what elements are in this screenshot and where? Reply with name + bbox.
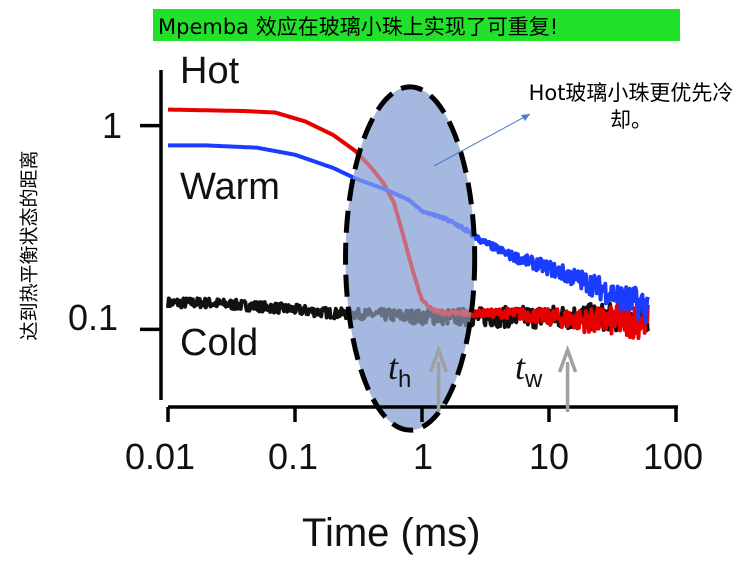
y-tick-label-1: 1 (102, 105, 123, 146)
banner-text: Mpemba 效应在玻璃小珠上实现了可重复! (158, 15, 559, 39)
highlight-ellipse-overlay (345, 86, 475, 431)
annotation-arrow-head (521, 114, 530, 121)
marker-arrow-head-t_h (428, 344, 449, 373)
series-label-hot: Hot (180, 50, 240, 92)
series-label-cold: Cold (180, 322, 259, 364)
highlight-ellipse-outline (343, 84, 478, 433)
marker-label-t-w: tw (515, 347, 543, 393)
marker-label-t-h: th (388, 347, 412, 393)
marker-arrow-head-t_w (557, 344, 578, 373)
x-axis-label: Time (ms) (302, 511, 481, 555)
annotation-text: Hot玻璃小珠更优先冷却。 (528, 81, 734, 132)
y-tick-label-0.1: 0.1 (68, 297, 119, 338)
x-tick-label-0.1: 0.1 (268, 436, 319, 477)
y-axis-label: 达到热平衡状态的距离 (18, 150, 41, 341)
x-tick-label-0.01: 0.01 (125, 436, 196, 477)
x-tick-label-10: 10 (529, 436, 570, 477)
x-tick-label-100: 100 (643, 436, 704, 477)
annotation-arrow-shaft (433, 113, 531, 167)
title-banner: Mpemba 效应在玻璃小珠上实现了可重复! (153, 9, 680, 41)
x-tick-label-1: 1 (413, 436, 434, 477)
series-label-warm: Warm (180, 166, 280, 208)
